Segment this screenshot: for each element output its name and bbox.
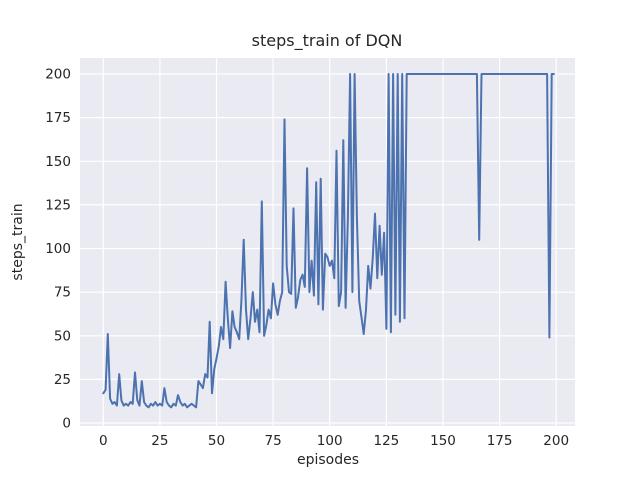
x-tick-label: 125 (374, 433, 400, 449)
x-tick-label: 75 (265, 433, 282, 449)
x-tick-label: 0 (99, 433, 108, 449)
y-tick-label: 100 (45, 241, 71, 257)
x-axis-label: episodes (297, 452, 359, 468)
x-tick-label: 200 (543, 433, 569, 449)
x-tick-label: 150 (430, 433, 456, 449)
y-tick-label: 150 (45, 154, 71, 170)
y-tick-label: 200 (45, 67, 71, 83)
gridlines (80, 58, 575, 426)
data-line-steps-train (102, 73, 555, 409)
y-tick-label: 50 (54, 328, 71, 344)
y-axis-label: steps_train (10, 203, 26, 280)
y-tick-label: 0 (62, 416, 71, 432)
x-tick-label: 25 (151, 433, 168, 449)
y-tick-label: 25 (54, 372, 71, 388)
x-tick-label: 175 (487, 433, 513, 449)
plot-area (80, 58, 575, 426)
tick-labels: 0 25 50 75 100 125 150 175 200 0 25 50 75 100 125 150 17… (45, 67, 569, 450)
chart-title: steps_train of DQN (252, 31, 403, 51)
y-tick-label: 125 (45, 197, 71, 213)
y-tick-label: 75 (54, 285, 71, 301)
y-tick-label: 175 (45, 110, 71, 126)
x-tick-label: 50 (208, 433, 225, 449)
x-tick-label: 100 (317, 433, 343, 449)
